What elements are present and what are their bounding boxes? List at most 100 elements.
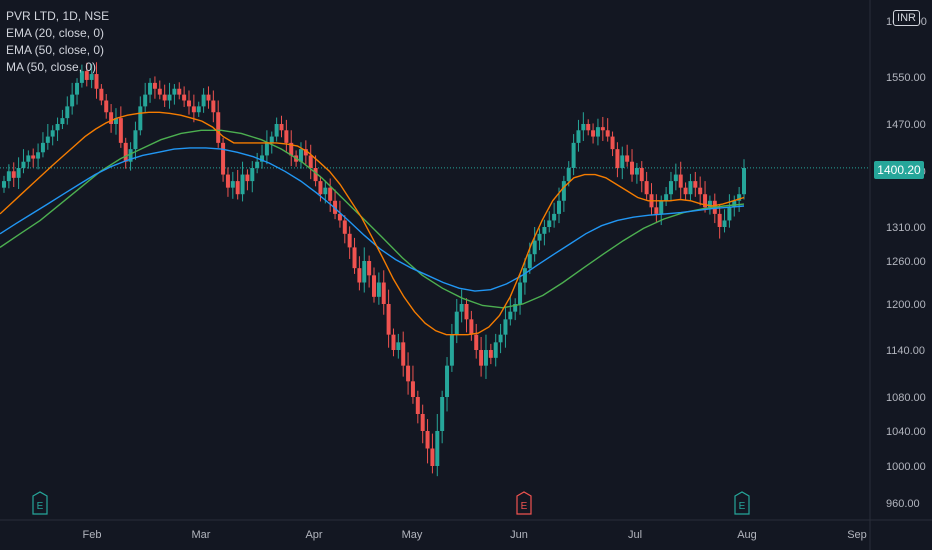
candle-body xyxy=(483,350,488,366)
candle-body xyxy=(26,155,31,162)
candle-body xyxy=(547,220,552,227)
candle-body xyxy=(440,397,445,431)
candle-body xyxy=(162,94,167,101)
candle-body xyxy=(518,282,523,304)
y-tick-label: 1040.00 xyxy=(886,426,926,438)
earnings-marker-label: E xyxy=(739,501,746,512)
candle-body xyxy=(245,174,250,182)
candle-body xyxy=(274,124,279,137)
y-tick-label: 1000.00 xyxy=(886,461,926,473)
candle-body xyxy=(352,247,357,269)
candle-body xyxy=(391,334,396,350)
candle-body xyxy=(742,168,746,195)
candle-body xyxy=(289,142,294,156)
candle-body xyxy=(595,127,600,137)
candle-body xyxy=(479,350,484,366)
candle-body xyxy=(11,171,16,178)
candle-body xyxy=(84,71,89,80)
candle-body xyxy=(707,200,712,208)
candle-body xyxy=(264,142,269,156)
candle-body xyxy=(537,233,542,241)
earnings-marker-icon[interactable]: E xyxy=(516,491,532,515)
candle-body xyxy=(722,220,727,227)
candle-body xyxy=(182,94,187,101)
candle-body xyxy=(230,181,235,188)
candle-body xyxy=(250,168,255,182)
x-tick-label: Sep xyxy=(847,529,867,541)
candle-body xyxy=(362,261,367,283)
earnings-marker-icon[interactable]: E xyxy=(734,491,750,515)
earnings-marker-label: E xyxy=(37,501,44,512)
candle-body xyxy=(493,342,498,358)
candle-body xyxy=(561,181,566,201)
candle-body xyxy=(240,174,245,195)
candle-body xyxy=(279,124,284,131)
last-price-label: 1400.20 xyxy=(874,161,924,179)
x-tick-label: Aug xyxy=(737,529,757,541)
x-tick-label: Mar xyxy=(192,529,211,541)
y-tick-label: 1200.00 xyxy=(886,299,926,311)
candle-body xyxy=(172,88,177,95)
candle-body xyxy=(225,174,230,188)
candle-body xyxy=(255,161,260,168)
candle-body xyxy=(2,181,6,188)
candle-body xyxy=(668,181,673,195)
candle-body xyxy=(591,130,596,137)
candle-body xyxy=(522,268,527,283)
candle-body xyxy=(693,181,698,188)
candle-body xyxy=(401,342,406,366)
candle-body xyxy=(323,187,328,195)
y-tick-label: 1550.00 xyxy=(886,72,926,84)
candle-body xyxy=(639,168,644,182)
candle-body xyxy=(284,130,289,143)
candle-body xyxy=(337,213,342,221)
earnings-marker-label: E xyxy=(521,501,528,512)
candle-body xyxy=(89,74,94,80)
candle-body xyxy=(498,334,503,343)
candle-body xyxy=(717,213,722,227)
candle-body xyxy=(40,142,45,153)
candle-body xyxy=(396,342,401,350)
currency-button[interactable]: INR xyxy=(893,10,920,26)
candle-body xyxy=(104,100,109,113)
candle-body xyxy=(118,118,123,143)
candle-body xyxy=(313,168,318,182)
candle-body xyxy=(532,240,537,255)
candle-body xyxy=(430,448,435,466)
candle-body xyxy=(342,220,347,234)
candle-body xyxy=(732,200,737,208)
candle-body xyxy=(269,136,274,143)
candle-body xyxy=(31,155,36,159)
candle-body xyxy=(454,311,459,335)
candle-body xyxy=(157,88,162,95)
x-tick-label: May xyxy=(402,529,423,541)
candle-body xyxy=(65,106,70,119)
candle-body xyxy=(469,319,474,335)
candle-body xyxy=(566,168,571,182)
x-tick-label: Jun xyxy=(510,529,528,541)
candle-body xyxy=(703,194,708,208)
candle-body xyxy=(55,124,60,131)
candle-body xyxy=(70,94,75,107)
candle-body xyxy=(571,142,576,168)
candle-body xyxy=(425,431,430,449)
candle-body xyxy=(435,431,440,466)
y-tick-label: 1310.00 xyxy=(886,222,926,234)
candle-body xyxy=(576,130,581,143)
y-tick-label: 1470.00 xyxy=(886,119,926,131)
ma50-line xyxy=(0,129,745,309)
candle-body xyxy=(60,118,65,124)
candle-body xyxy=(138,106,143,131)
candle-body xyxy=(503,319,508,335)
ema50-line xyxy=(0,147,745,292)
candle-body xyxy=(347,233,352,248)
candle-body xyxy=(333,200,338,214)
candle-body xyxy=(201,94,206,107)
candle-body xyxy=(410,381,415,397)
earnings-marker-icon[interactable]: E xyxy=(32,491,48,515)
candle-body xyxy=(644,181,649,195)
candle-body xyxy=(308,155,313,168)
candle-body xyxy=(610,136,615,150)
candle-body xyxy=(328,187,333,201)
